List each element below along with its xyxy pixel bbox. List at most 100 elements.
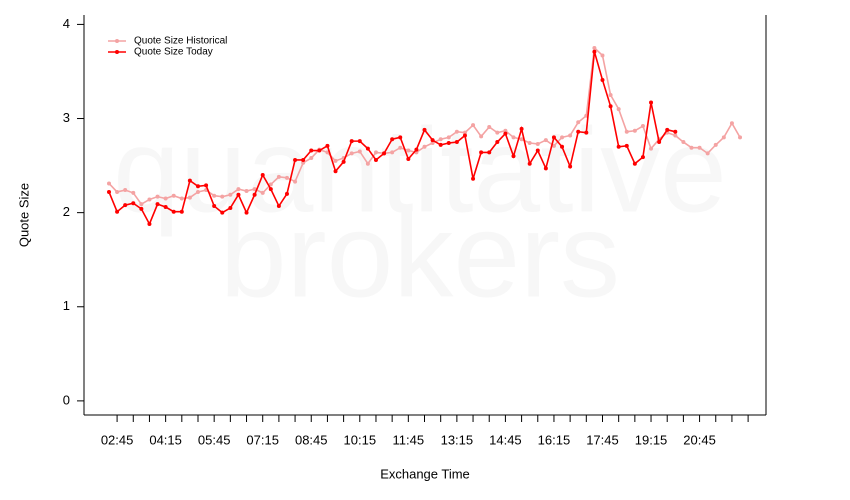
- x-tick-label: 17:45: [586, 432, 619, 447]
- point: [123, 203, 128, 208]
- point: [333, 158, 338, 163]
- point: [252, 187, 257, 192]
- point: [568, 164, 573, 169]
- point: [511, 154, 516, 159]
- point: [155, 202, 160, 207]
- point: [398, 145, 403, 150]
- point: [309, 148, 314, 153]
- point: [681, 140, 686, 145]
- y-tick-label: 3: [63, 110, 70, 125]
- point: [244, 210, 249, 215]
- point: [341, 159, 346, 164]
- point: [673, 129, 678, 134]
- point: [543, 138, 548, 143]
- legend-marker: [115, 50, 119, 54]
- y-axis-title: Quote Size: [16, 183, 31, 247]
- point: [301, 160, 306, 165]
- point: [115, 209, 120, 214]
- point: [349, 151, 354, 156]
- point: [422, 127, 427, 132]
- point: [107, 189, 111, 194]
- point: [228, 192, 233, 197]
- point: [244, 189, 249, 193]
- point: [738, 135, 743, 140]
- x-tick-label: 13:15: [441, 432, 474, 447]
- point: [406, 148, 411, 153]
- point: [171, 209, 176, 214]
- point: [592, 49, 597, 54]
- point: [527, 161, 532, 166]
- point: [187, 178, 192, 183]
- point: [576, 129, 581, 134]
- point: [454, 140, 459, 145]
- point: [317, 148, 322, 153]
- point: [584, 130, 589, 135]
- point: [333, 169, 338, 174]
- point: [276, 174, 281, 179]
- point: [616, 107, 621, 112]
- point: [390, 137, 395, 142]
- point: [236, 192, 241, 197]
- point: [479, 150, 484, 155]
- point: [123, 188, 128, 193]
- point: [487, 150, 492, 155]
- point: [495, 140, 500, 145]
- point: [228, 205, 233, 210]
- point: [640, 124, 645, 129]
- x-tick-label: 20:45: [683, 432, 716, 447]
- point: [284, 191, 289, 196]
- point: [649, 100, 654, 105]
- point: [729, 121, 734, 126]
- point: [236, 187, 241, 192]
- point: [414, 147, 419, 152]
- point: [543, 166, 548, 171]
- point: [220, 194, 225, 199]
- point: [551, 143, 556, 148]
- point: [503, 131, 508, 136]
- x-axis-title: Exchange Time: [380, 466, 470, 481]
- point: [608, 93, 613, 97]
- point: [616, 144, 621, 149]
- point: [390, 150, 395, 155]
- point: [163, 196, 168, 201]
- point: [268, 187, 273, 192]
- x-tick-label: 02:45: [101, 432, 134, 447]
- point: [673, 133, 678, 138]
- point: [171, 193, 176, 198]
- point: [422, 144, 427, 149]
- point: [107, 181, 111, 186]
- point: [608, 104, 613, 109]
- point: [495, 130, 500, 135]
- point: [454, 129, 459, 134]
- point: [511, 135, 516, 140]
- point: [252, 192, 257, 197]
- point: [560, 144, 565, 149]
- point: [479, 134, 484, 139]
- point: [406, 157, 411, 161]
- point: [260, 173, 265, 177]
- point: [293, 179, 298, 184]
- point: [195, 184, 200, 189]
- point: [357, 149, 362, 154]
- point: [462, 133, 467, 138]
- x-tick-label: 05:45: [198, 432, 231, 447]
- x-tick-label: 16:15: [538, 432, 571, 447]
- point: [195, 189, 200, 194]
- point: [624, 143, 629, 148]
- watermark: brokers: [220, 189, 620, 323]
- point: [373, 150, 378, 155]
- point: [600, 53, 605, 58]
- point: [147, 221, 152, 226]
- point: [204, 183, 209, 188]
- point: [527, 141, 532, 145]
- legend-marker: [115, 39, 119, 43]
- point: [446, 141, 451, 145]
- x-tick-label: 14:45: [489, 432, 522, 447]
- point: [276, 204, 281, 209]
- point: [665, 127, 670, 132]
- point: [220, 210, 225, 215]
- point: [560, 135, 565, 140]
- point: [438, 137, 443, 142]
- point: [155, 194, 160, 199]
- point: [268, 182, 273, 187]
